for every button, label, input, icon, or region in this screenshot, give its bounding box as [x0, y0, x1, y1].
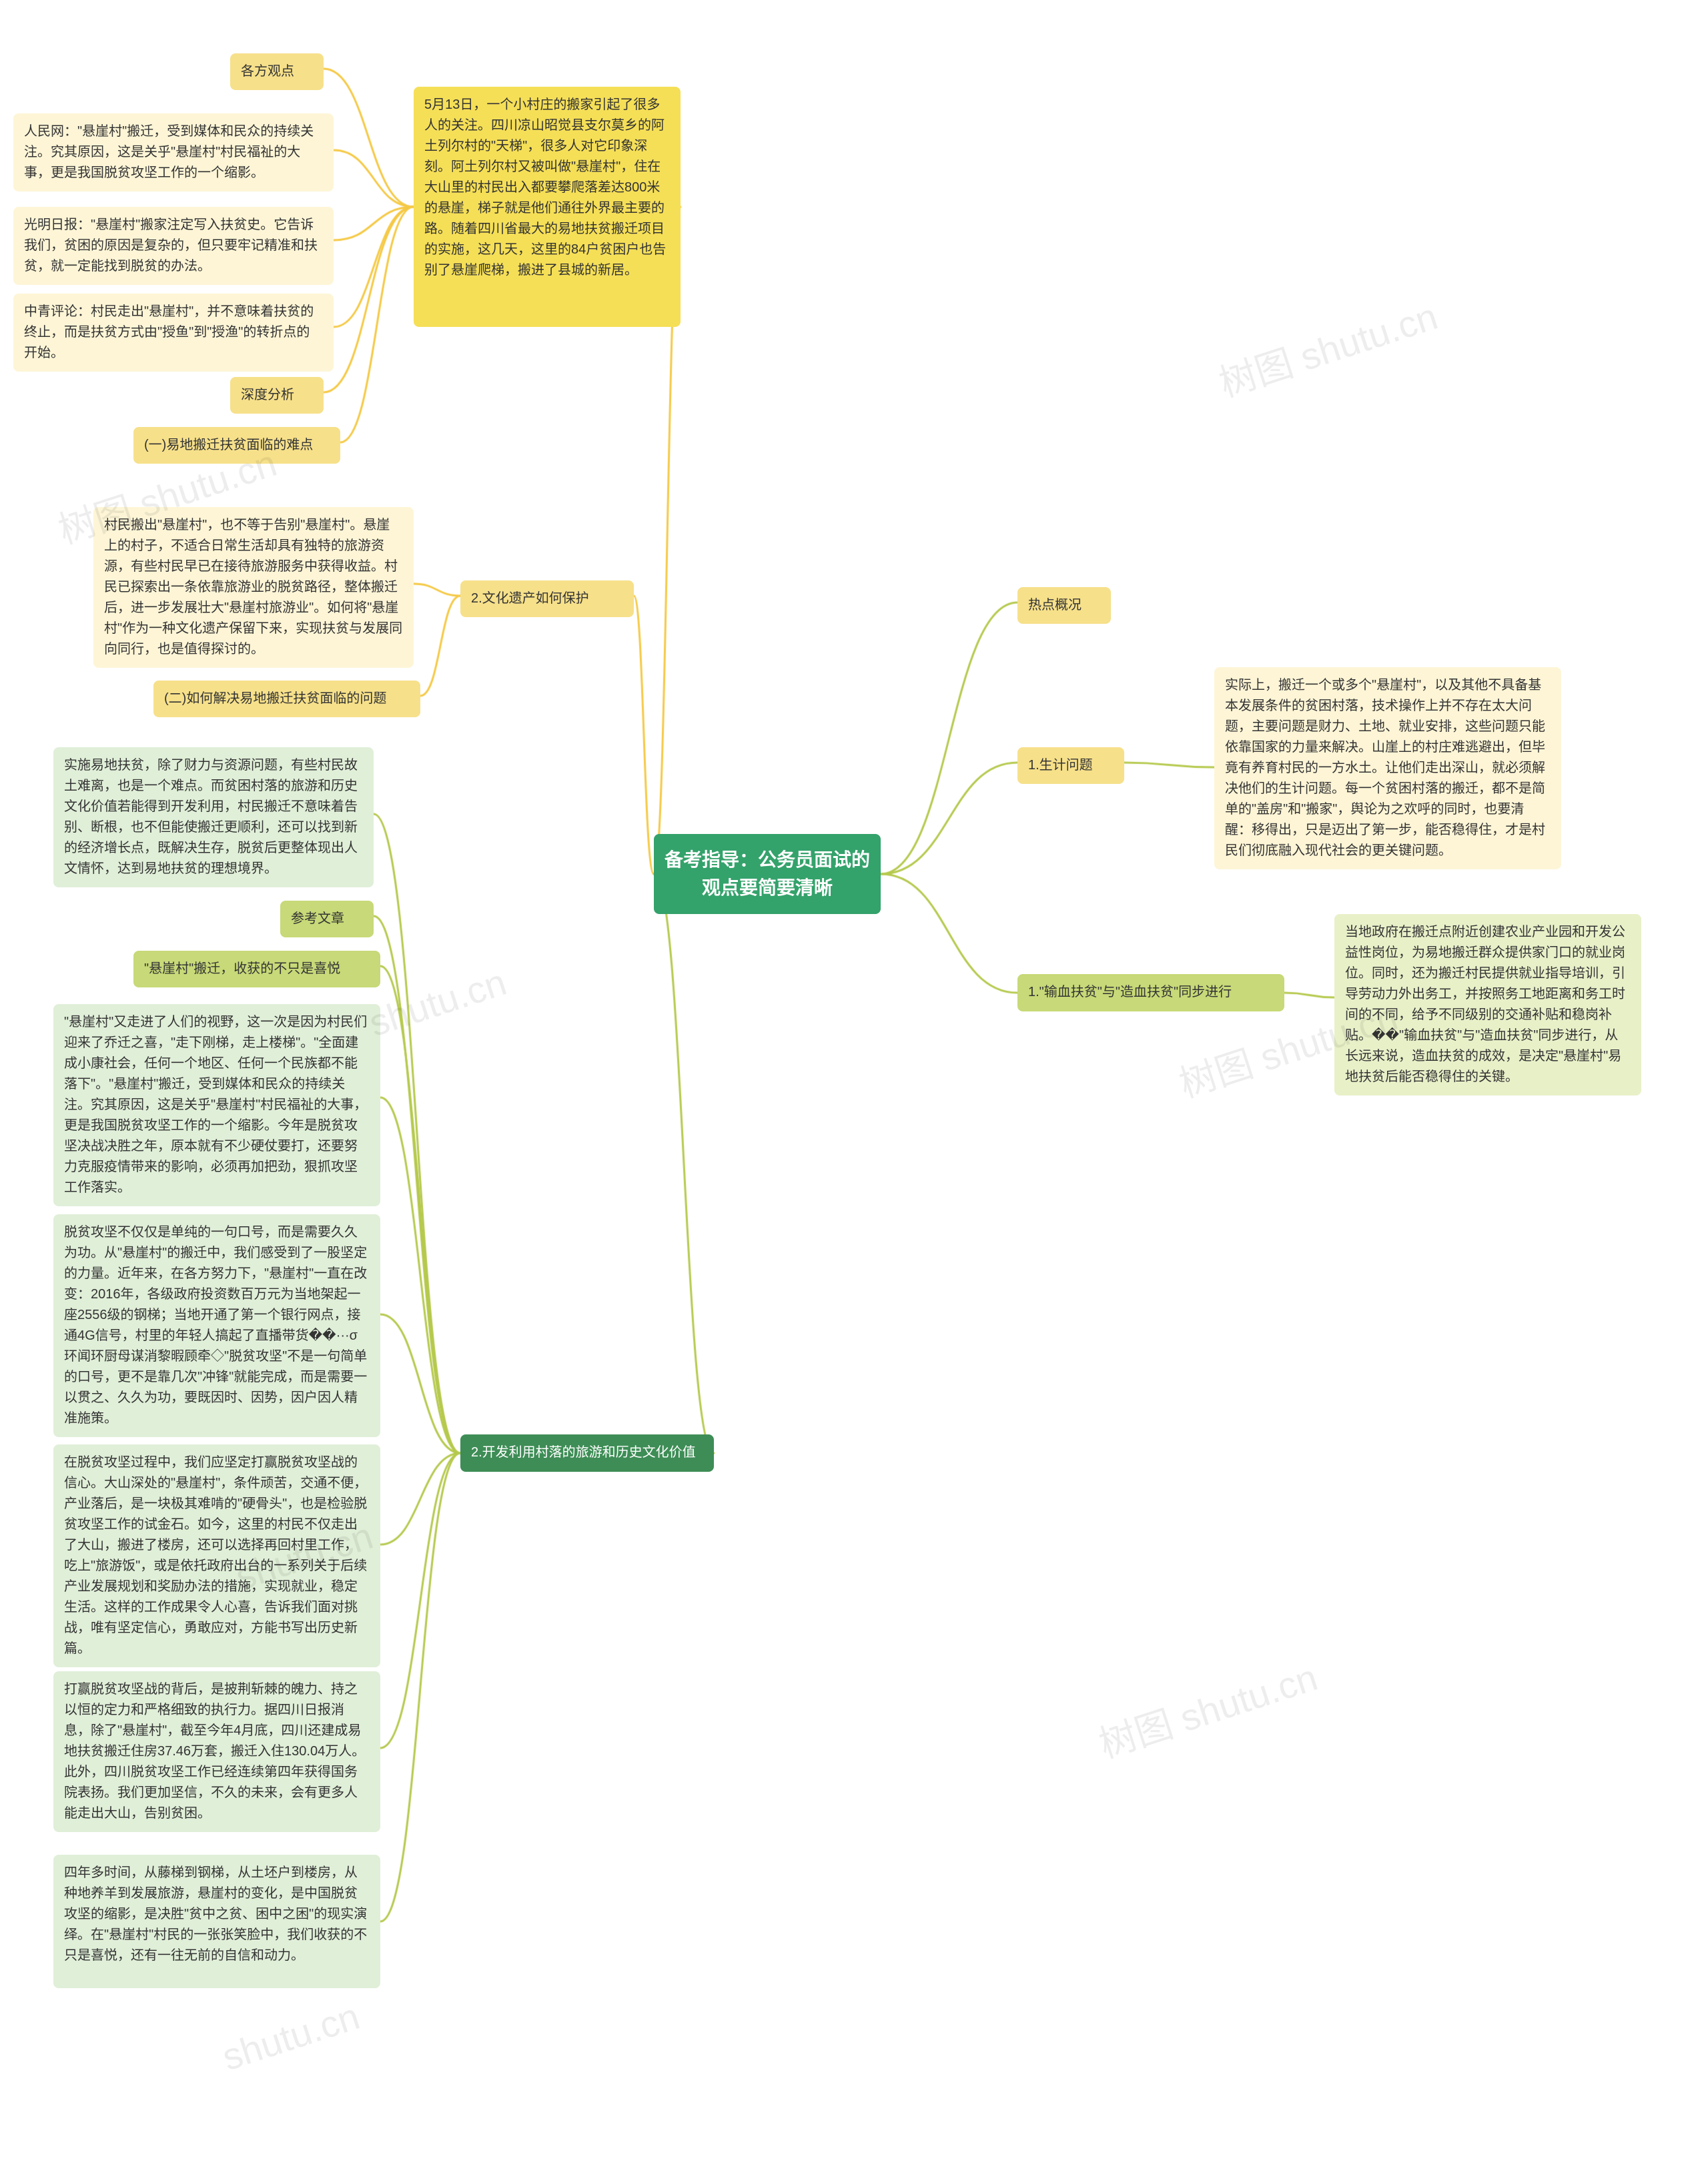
node-shendu: 深度分析	[230, 377, 324, 414]
node-guangming: 光明日报："悬崖村"搬家注定写入扶贫史。它告诉我们，贫困的原因是复杂的，但只要牢…	[13, 207, 334, 285]
node-ruhe: (二)如何解决易地搬迁扶贫面临的问题	[153, 681, 420, 717]
node-shuxue: 1."输血扶贫"与"造血扶贫"同步进行	[1017, 974, 1284, 1011]
node-zhongqing: 中青评论：村民走出"悬崖村"，并不意味着扶贫的终止，而是扶贫方式由"授鱼"到"授…	[13, 294, 334, 372]
node-para4: 打赢脱贫攻坚战的背后，是披荆斩棘的魄力、持之以恒的定力和严格细致的执行力。据四川…	[53, 1671, 380, 1832]
node-wenhua_leaf: 村民搬出"悬崖村"，也不等于告别"悬崖村"。悬崖上的村子，不适合日常生活却具有独…	[93, 507, 414, 668]
node-para5: 四年多时间，从藤梯到钢梯，从土坯户到楼房，从种地养羊到发展旅游，悬崖村的变化，是…	[53, 1855, 380, 1988]
node-hot: 热点概况	[1017, 587, 1111, 624]
node-kaifa: 2.开发利用村落的旅游和历史文化价值	[460, 1434, 714, 1472]
node-yidi: (一)易地搬迁扶贫面临的难点	[133, 427, 340, 464]
node-para2: 脱贫攻坚不仅仅是单纯的一句口号，而是需要久久为功。从"悬崖村"的搬迁中，我们感受…	[53, 1214, 380, 1437]
node-shuxue_leaf: 当地政府在搬迁点附近创建农业产业园和开发公益性岗位，为易地搬迁群众提供家门口的就…	[1334, 914, 1641, 1096]
node-wenhua: 2.文化遗产如何保护	[460, 580, 634, 617]
node-xuanya_title: "悬崖村"搬迁，收获的不只是喜悦	[133, 951, 380, 987]
node-gefang: 各方观点	[230, 53, 324, 90]
node-yellow_big: 5月13日，一个小村庄的搬家引起了很多人的关注。四川凉山昭觉县支尔莫乡的阿土列尔…	[414, 87, 681, 327]
node-shishi: 实施易地扶贫，除了财力与资源问题，有些村民故土难离，也是一个难点。而贫困村落的旅…	[53, 747, 374, 887]
node-renmin: 人民网："悬崖村"搬迁，受到媒体和民众的持续关注。究其原因，这是关乎"悬崖村"村…	[13, 113, 334, 191]
node-shengji: 1.生计问题	[1017, 747, 1124, 784]
node-para3: 在脱贫攻坚过程中，我们应坚定打赢脱贫攻坚战的信心。大山深处的"悬崖村"，条件顽苦…	[53, 1444, 380, 1667]
node-para1: "悬崖村"又走进了人们的视野，这一次是因为村民们迎来了乔迁之喜，"走下刚梯，走上…	[53, 1004, 380, 1206]
node-shengji_leaf: 实际上，搬迁一个或多个"悬崖村"，以及其他不具备基本发展条件的贫困村落，技术操作…	[1214, 667, 1561, 869]
node-cankao: 参考文章	[280, 901, 374, 937]
node-root: 备考指导：公务员面试的观点要简要清晰	[654, 834, 881, 914]
